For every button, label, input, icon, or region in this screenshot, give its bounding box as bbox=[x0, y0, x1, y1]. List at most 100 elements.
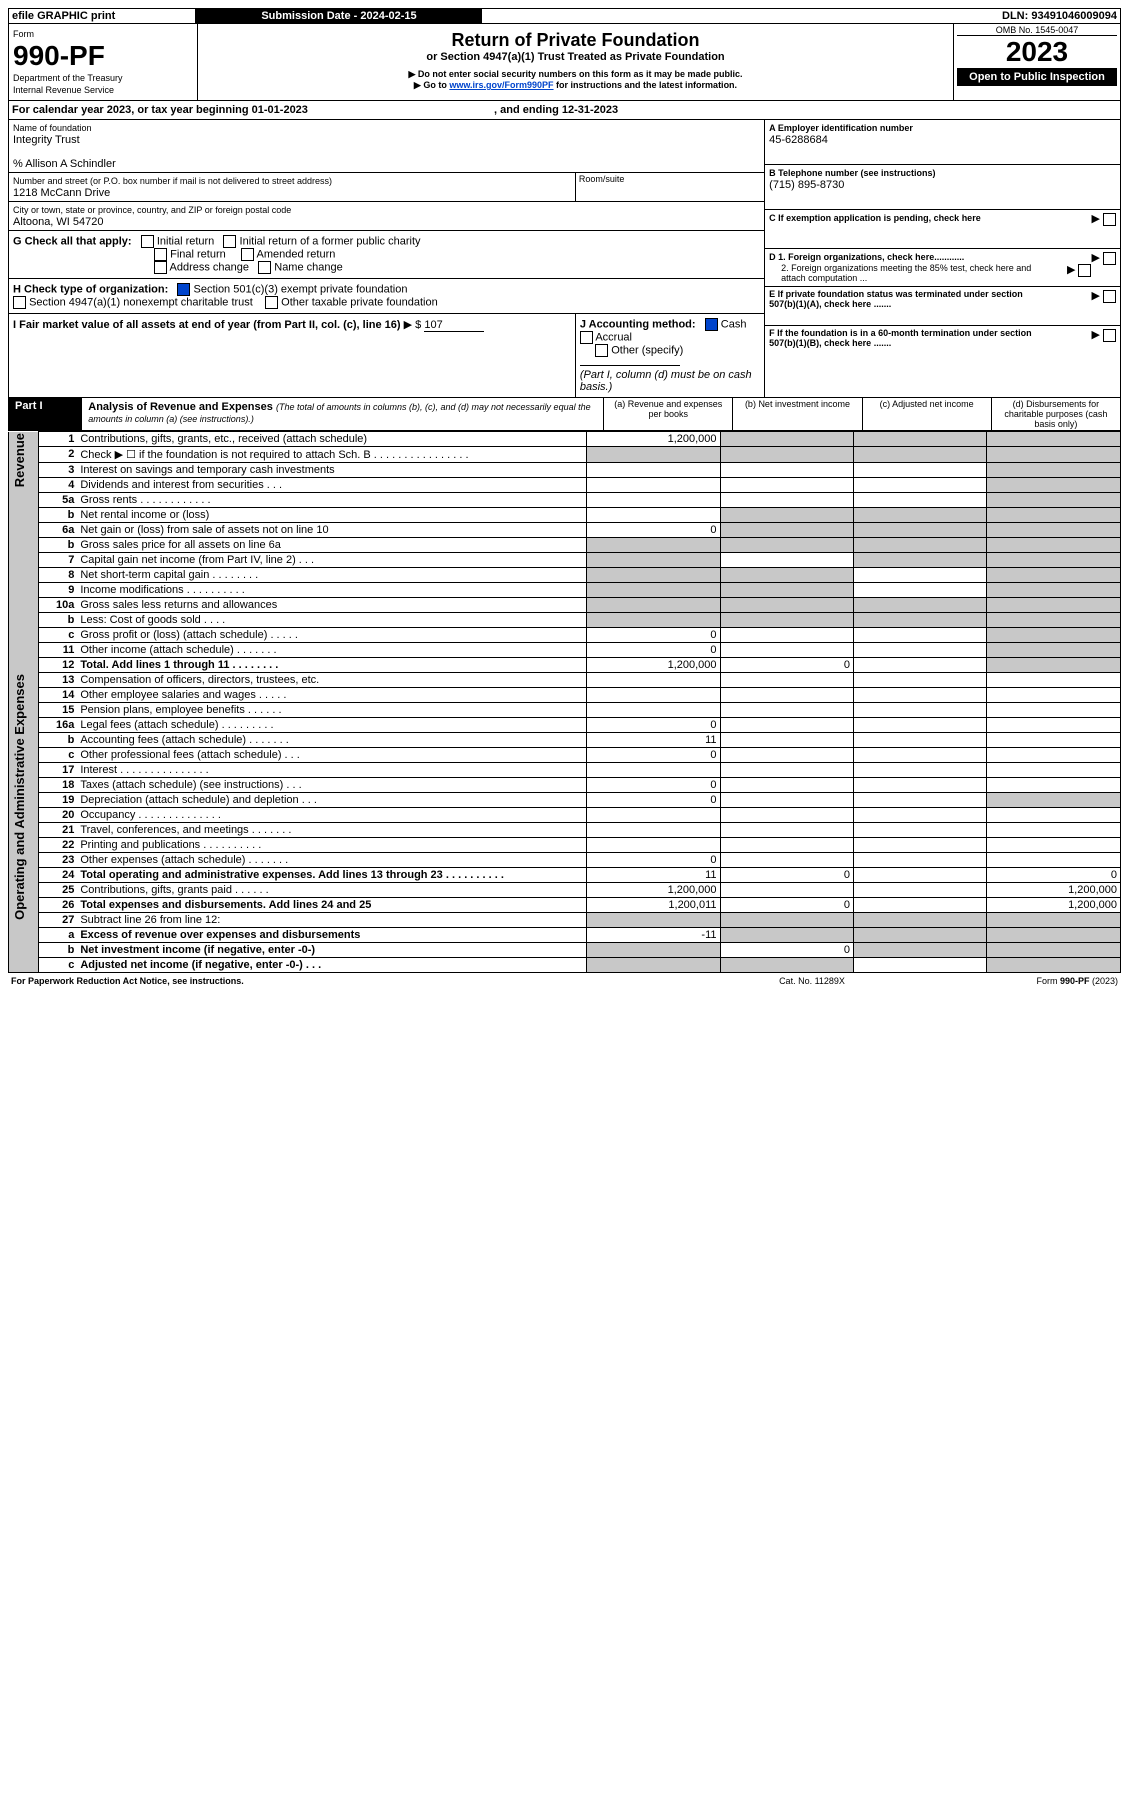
line-num: 18 bbox=[39, 778, 77, 793]
cell-c bbox=[853, 928, 986, 943]
cell-d: 0 bbox=[987, 868, 1121, 883]
chk-initial[interactable] bbox=[141, 235, 154, 248]
cell-c bbox=[853, 523, 986, 538]
cell-a bbox=[587, 613, 720, 628]
cell-b bbox=[720, 958, 853, 973]
line-num: 15 bbox=[39, 703, 77, 718]
cell-a bbox=[587, 688, 720, 703]
chk-name[interactable] bbox=[258, 261, 271, 274]
chk-other-tax[interactable] bbox=[265, 296, 278, 309]
cell-b bbox=[720, 733, 853, 748]
cell-c bbox=[853, 447, 986, 463]
tax-year: 2023 bbox=[957, 36, 1117, 68]
form-link[interactable]: www.irs.gov/Form990PF bbox=[449, 80, 553, 90]
table-row: 7Capital gain net income (from Part IV, … bbox=[9, 553, 1121, 568]
cell-b bbox=[720, 447, 853, 463]
chk-other-acct[interactable] bbox=[595, 344, 608, 357]
b-lbl: B Telephone number (see instructions) bbox=[769, 168, 935, 178]
cell-a bbox=[587, 538, 720, 553]
cell-d: 1,200,000 bbox=[987, 898, 1121, 913]
e: E If private foundation status was termi… bbox=[769, 289, 1049, 309]
line-desc: Gross profit or (loss) (attach schedule)… bbox=[77, 628, 586, 643]
cell-a bbox=[587, 568, 720, 583]
phone: (715) 895-8730 bbox=[769, 179, 844, 191]
cell-c bbox=[853, 508, 986, 523]
cell-c bbox=[853, 793, 986, 808]
chk-d1[interactable] bbox=[1103, 252, 1116, 265]
cell-c bbox=[853, 838, 986, 853]
cell-a: -11 bbox=[587, 928, 720, 943]
chk-accrual[interactable] bbox=[580, 331, 593, 344]
table-row: 22Printing and publications . . . . . . … bbox=[9, 838, 1121, 853]
cell-b bbox=[720, 763, 853, 778]
cell-b bbox=[720, 688, 853, 703]
line-desc: Excess of revenue over expenses and disb… bbox=[77, 928, 586, 943]
table-row: bGross sales price for all assets on lin… bbox=[9, 538, 1121, 553]
cell-d bbox=[987, 463, 1121, 478]
cell-d bbox=[987, 853, 1121, 868]
line-num: 9 bbox=[39, 583, 77, 598]
chk-501c3[interactable] bbox=[177, 283, 190, 296]
cell-b bbox=[720, 643, 853, 658]
table-row: 10aGross sales less returns and allowanc… bbox=[9, 598, 1121, 613]
line-num: b bbox=[39, 733, 77, 748]
cell-d bbox=[987, 943, 1121, 958]
cell-d bbox=[987, 718, 1121, 733]
f: F If the foundation is in a 60-month ter… bbox=[769, 328, 1049, 348]
cell-b bbox=[720, 703, 853, 718]
line-desc: Travel, conferences, and meetings . . . … bbox=[77, 823, 586, 838]
cell-d bbox=[987, 658, 1121, 673]
line-desc: Other income (attach schedule) . . . . .… bbox=[77, 643, 586, 658]
cell-d bbox=[987, 808, 1121, 823]
table-row: aExcess of revenue over expenses and dis… bbox=[9, 928, 1121, 943]
chk-c[interactable] bbox=[1103, 213, 1116, 226]
part1-header: Part I Analysis of Revenue and Expenses … bbox=[8, 398, 1121, 431]
top-bar: efile GRAPHIC print Submission Date - 20… bbox=[8, 8, 1121, 24]
table-row: 20Occupancy . . . . . . . . . . . . . . bbox=[9, 808, 1121, 823]
line-num: 13 bbox=[39, 673, 77, 688]
chk-final[interactable] bbox=[154, 248, 167, 261]
i-lbl: I Fair market value of all assets at end… bbox=[13, 319, 401, 331]
part1-table: Revenue1Contributions, gifts, grants, et… bbox=[8, 431, 1121, 973]
line-num: 10a bbox=[39, 598, 77, 613]
chk-amended[interactable] bbox=[241, 248, 254, 261]
cell-d bbox=[987, 508, 1121, 523]
cell-c bbox=[853, 432, 986, 447]
cell-a: 0 bbox=[587, 628, 720, 643]
table-row: 24Total operating and administrative exp… bbox=[9, 868, 1121, 883]
side-revenue: Revenue bbox=[9, 432, 39, 673]
cell-a bbox=[587, 493, 720, 508]
chk-f[interactable] bbox=[1103, 329, 1116, 342]
d1: D 1. Foreign organizations, check here..… bbox=[769, 252, 964, 262]
line-desc: Total operating and administrative expen… bbox=[77, 868, 586, 883]
cell-c bbox=[853, 553, 986, 568]
line-desc: Dividends and interest from securities .… bbox=[77, 478, 586, 493]
chk-e[interactable] bbox=[1103, 290, 1116, 303]
cell-a bbox=[587, 553, 720, 568]
line-desc: Depreciation (attach schedule) and deple… bbox=[77, 793, 586, 808]
table-row: Operating and Administrative Expenses13C… bbox=[9, 673, 1121, 688]
table-row: 14Other employee salaries and wages . . … bbox=[9, 688, 1121, 703]
cell-a: 1,200,000 bbox=[587, 658, 720, 673]
table-row: 17Interest . . . . . . . . . . . . . . . bbox=[9, 763, 1121, 778]
line-num: 3 bbox=[39, 463, 77, 478]
line-desc: Other employee salaries and wages . . . … bbox=[77, 688, 586, 703]
chk-address[interactable] bbox=[154, 261, 167, 274]
cell-a: 1,200,000 bbox=[587, 883, 720, 898]
cell-a: 1,200,000 bbox=[587, 432, 720, 447]
cell-d bbox=[987, 928, 1121, 943]
table-row: 18Taxes (attach schedule) (see instructi… bbox=[9, 778, 1121, 793]
line-desc: Printing and publications . . . . . . . … bbox=[77, 838, 586, 853]
chk-initial-former[interactable] bbox=[223, 235, 236, 248]
table-row: 4Dividends and interest from securities … bbox=[9, 478, 1121, 493]
cell-d bbox=[987, 688, 1121, 703]
irs: Internal Revenue Service bbox=[13, 85, 114, 95]
table-row: 19Depreciation (attach schedule) and dep… bbox=[9, 793, 1121, 808]
chk-cash[interactable] bbox=[705, 318, 718, 331]
cell-d bbox=[987, 523, 1121, 538]
chk-4947[interactable] bbox=[13, 296, 26, 309]
cell-c bbox=[853, 853, 986, 868]
cell-a bbox=[587, 763, 720, 778]
chk-d2[interactable] bbox=[1078, 264, 1091, 277]
cell-c bbox=[853, 568, 986, 583]
